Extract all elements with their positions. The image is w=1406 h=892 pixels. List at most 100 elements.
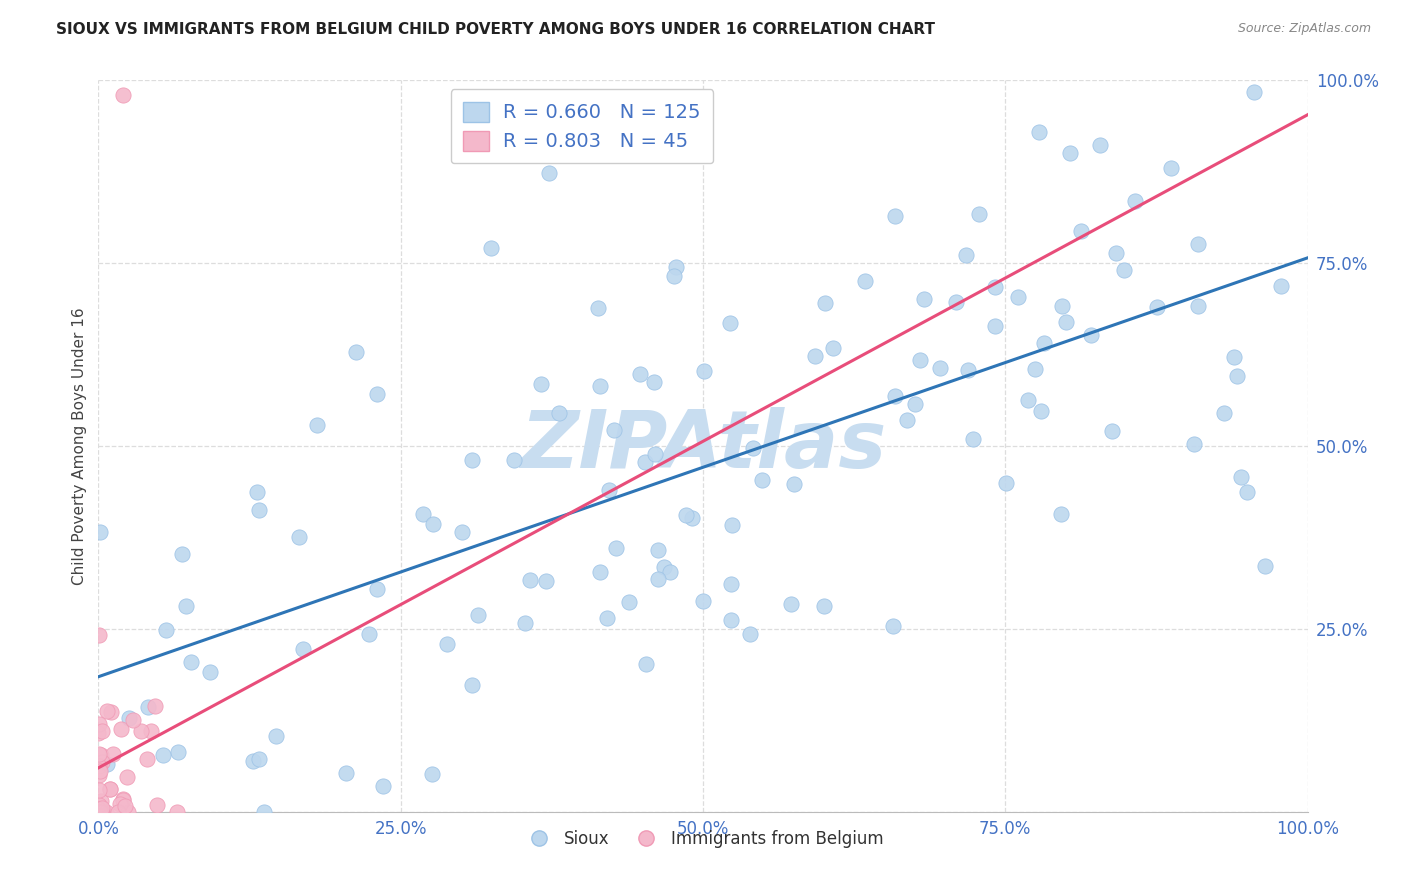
Point <box>644 447 666 461</box>
Point <box>962 432 984 446</box>
Text: Source: ZipAtlas.com: Source: ZipAtlas.com <box>1237 22 1371 36</box>
Point <box>87 805 110 819</box>
Point <box>665 260 688 275</box>
Text: ZIPAtlas: ZIPAtlas <box>520 407 886 485</box>
Point <box>589 378 612 392</box>
Point <box>89 764 111 778</box>
Point <box>1031 403 1053 417</box>
Point <box>1105 246 1128 260</box>
Point <box>929 361 952 376</box>
Point <box>628 367 651 381</box>
Point <box>117 711 139 725</box>
Point <box>90 794 112 808</box>
Point <box>155 623 177 637</box>
Point <box>242 755 264 769</box>
Point <box>1230 470 1253 484</box>
Point <box>537 166 560 180</box>
Point <box>87 628 110 642</box>
Point <box>91 805 114 819</box>
Point <box>903 397 925 411</box>
Point <box>855 274 877 288</box>
Point <box>90 755 112 769</box>
Point <box>908 353 931 368</box>
Point <box>1146 300 1168 314</box>
Point <box>117 805 139 819</box>
Point <box>167 745 190 759</box>
Point <box>1254 558 1277 573</box>
Point <box>738 627 761 641</box>
Point <box>1223 350 1246 364</box>
Point <box>675 508 697 522</box>
Point <box>198 665 221 679</box>
Point <box>90 747 112 762</box>
Point <box>751 473 773 487</box>
Point <box>100 705 122 719</box>
Point <box>89 524 111 539</box>
Point <box>967 207 990 221</box>
Point <box>1236 484 1258 499</box>
Point <box>1088 137 1111 152</box>
Point <box>1059 146 1081 161</box>
Point <box>90 805 112 819</box>
Point <box>882 619 904 633</box>
Point <box>101 747 124 761</box>
Point <box>720 613 742 627</box>
Point <box>115 770 138 784</box>
Point <box>98 782 121 797</box>
Point <box>89 805 111 819</box>
Point <box>139 723 162 738</box>
Point <box>1243 85 1265 99</box>
Point <box>1226 368 1249 383</box>
Point <box>1187 300 1209 314</box>
Point <box>90 805 112 819</box>
Point <box>90 805 112 819</box>
Point <box>994 475 1017 490</box>
Point <box>412 507 434 521</box>
Point <box>595 611 617 625</box>
Point <box>955 248 977 262</box>
Point <box>366 387 388 401</box>
Point <box>1070 224 1092 238</box>
Point <box>884 389 907 403</box>
Point <box>287 530 309 544</box>
Point <box>371 779 394 793</box>
Point <box>246 484 269 499</box>
Point <box>603 423 626 437</box>
Point <box>1270 279 1292 293</box>
Point <box>87 747 110 761</box>
Point <box>346 345 368 359</box>
Point <box>111 87 134 102</box>
Point <box>896 413 918 427</box>
Point <box>1114 263 1136 277</box>
Point <box>98 782 121 797</box>
Point <box>335 765 357 780</box>
Point <box>420 766 443 780</box>
Point <box>247 752 270 766</box>
Point <box>742 441 765 455</box>
Point <box>548 406 571 420</box>
Point <box>718 316 741 330</box>
Point <box>1213 406 1236 420</box>
Point <box>89 768 111 782</box>
Point <box>804 349 827 363</box>
Point <box>652 560 675 574</box>
Point <box>957 363 980 377</box>
Point <box>114 799 136 814</box>
Point <box>166 805 188 819</box>
Point <box>136 699 159 714</box>
Point <box>782 476 804 491</box>
Text: SIOUX VS IMMIGRANTS FROM BELGIUM CHILD POVERTY AMONG BOYS UNDER 16 CORRELATION C: SIOUX VS IMMIGRANTS FROM BELGIUM CHILD P… <box>56 22 935 37</box>
Point <box>253 805 276 819</box>
Point <box>108 797 131 812</box>
Point <box>172 547 194 561</box>
Point <box>681 511 703 525</box>
Point <box>692 593 714 607</box>
Point <box>122 713 145 727</box>
Point <box>131 724 153 739</box>
Point <box>174 599 197 613</box>
Point <box>647 572 669 586</box>
Point <box>1033 336 1056 351</box>
Point <box>1017 392 1039 407</box>
Point <box>1007 290 1029 304</box>
Point <box>983 280 1005 294</box>
